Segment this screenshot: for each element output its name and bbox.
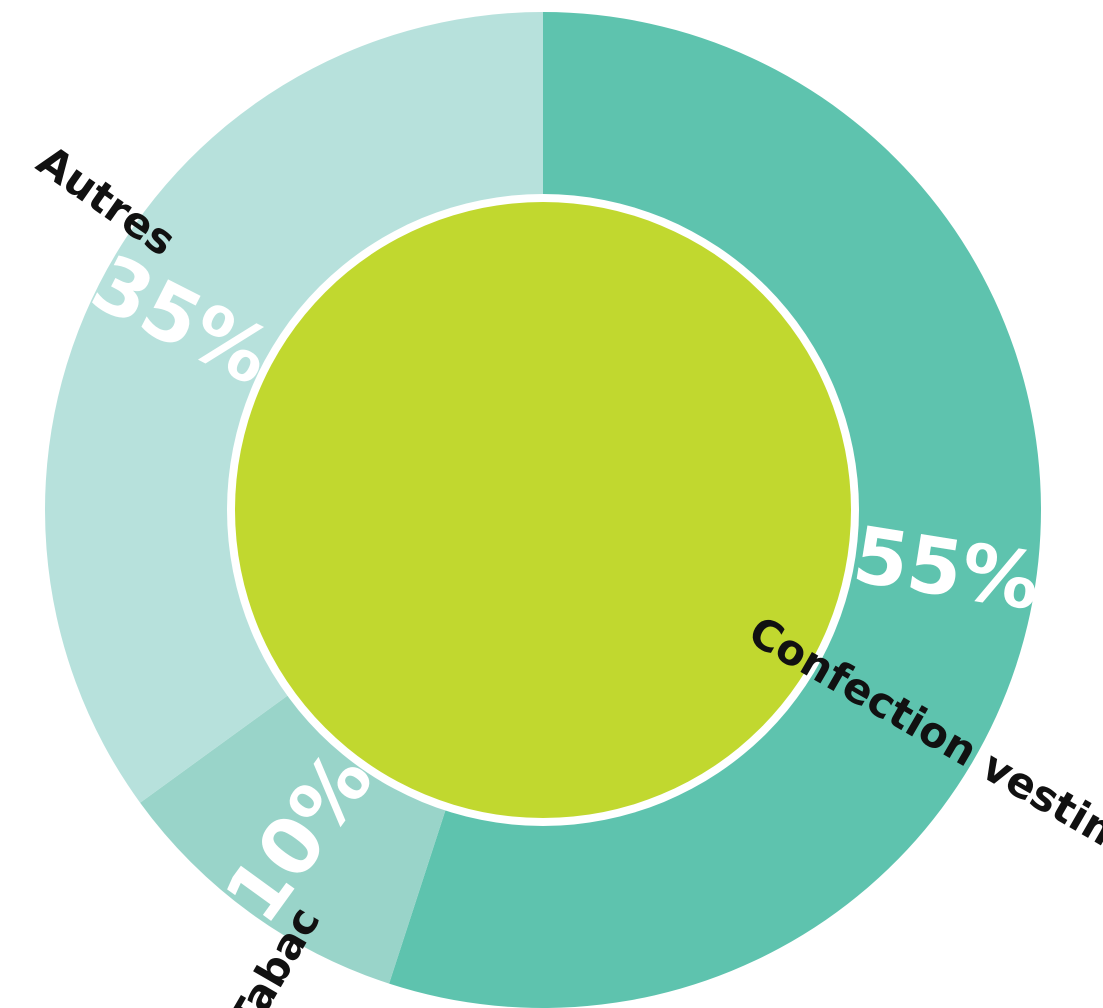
center-disc (235, 202, 851, 818)
